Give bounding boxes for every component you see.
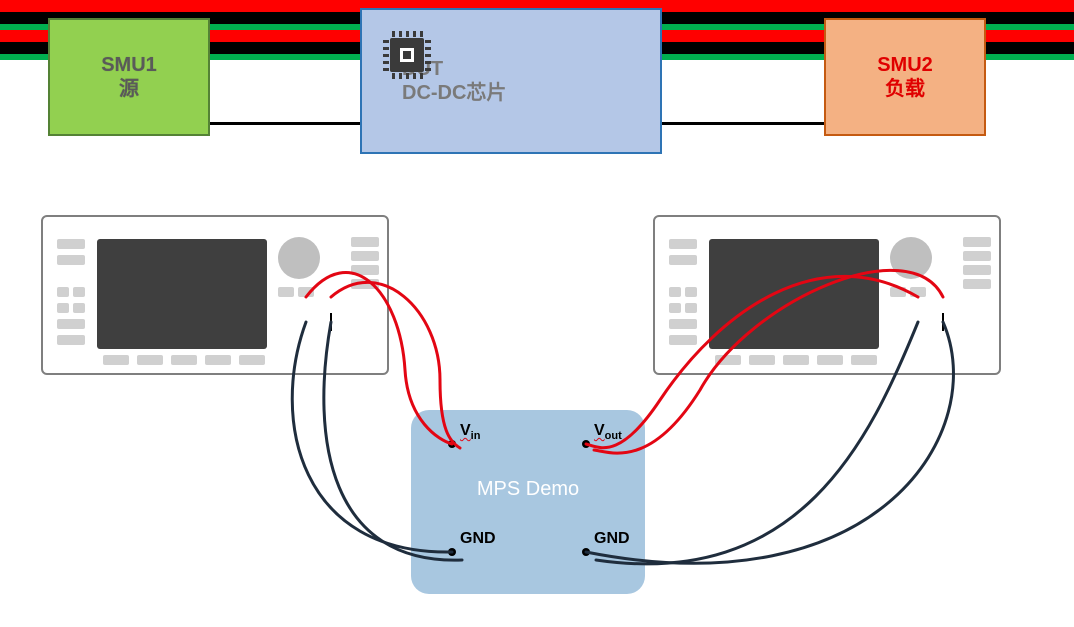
pin-node — [448, 548, 456, 556]
smu1-line2: 源 — [119, 78, 139, 100]
top-wire — [210, 122, 360, 125]
chip-icon — [380, 28, 434, 82]
pin-label: Vin — [460, 422, 480, 442]
smu2-line1: SMU2 — [877, 54, 933, 76]
block-smu1: SMU1 源 — [48, 18, 210, 136]
mps-title: MPS Demo — [477, 478, 579, 501]
pin-label: GND — [460, 530, 496, 548]
smu2-line2: 负载 — [885, 78, 925, 100]
top-wire — [210, 34, 360, 37]
dut-line2: DC-DC芯片 — [402, 82, 506, 104]
block-smu2: SMU2 负载 — [824, 18, 986, 136]
smu-instrument — [41, 215, 389, 375]
pin-node — [582, 548, 590, 556]
pin-node — [448, 440, 456, 448]
block-dut: DUT DC-DC芯片 — [360, 8, 662, 154]
pin-node — [582, 440, 590, 448]
pin-label: Vout — [594, 422, 622, 442]
top-wire — [662, 34, 824, 37]
pin-label: GND — [594, 530, 630, 548]
top-wire — [662, 122, 824, 125]
smu-instrument — [653, 215, 1001, 375]
smu1-line1: SMU1 — [101, 54, 157, 76]
